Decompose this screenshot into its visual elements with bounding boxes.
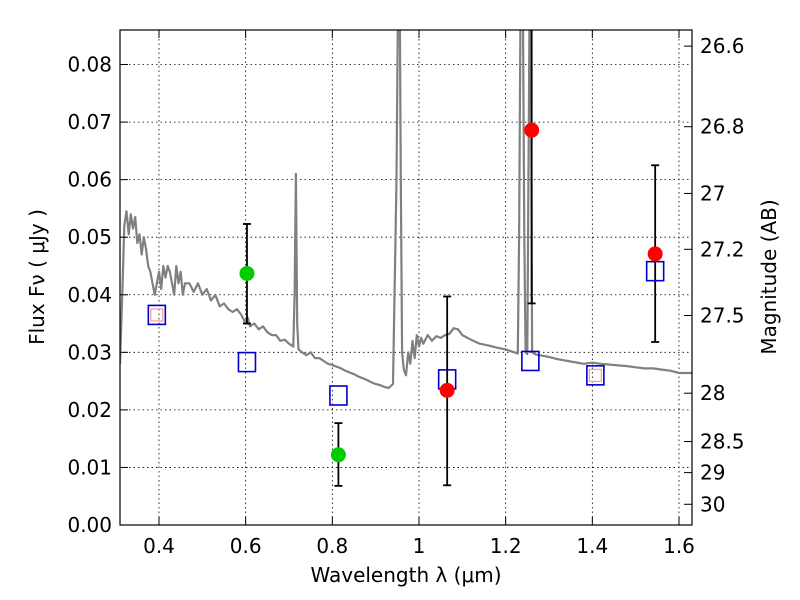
y-tick-label-7: 0.07 [67, 110, 112, 134]
y-axis-label: Flux Fν ( μJy ) [25, 209, 49, 345]
model-photometry-layer [147, 260, 665, 406]
observed-point-green-0 [239, 265, 255, 281]
observed-point-red-2 [439, 382, 455, 398]
x-tick-label-3: 1 [413, 534, 426, 558]
model-photometry-box-2 [329, 385, 348, 406]
y-tick-label-2: 0.02 [67, 398, 112, 422]
observed-point-green-1 [330, 447, 346, 463]
model-box-inner-5 [588, 368, 602, 382]
right-tick-label-4: 27.5 [700, 303, 745, 327]
model-photometry-box-1 [237, 351, 257, 373]
model-photometry-box-5 [586, 365, 605, 386]
x-tick-label-1: 0.6 [230, 534, 262, 558]
model-box-inner-0 [150, 308, 164, 322]
right-axis-ticks: 26.6 26.8 27 27.2 27.5 28 28.5 29 30 [684, 34, 745, 516]
right-tick-label-6: 28.5 [700, 430, 745, 454]
y-tick-label-3: 0.03 [67, 340, 112, 364]
model-photometry-box-4 [521, 350, 540, 372]
model-photometry-box-0 [147, 304, 167, 326]
x-tick-label-6: 1.6 [663, 534, 695, 558]
observed-point-red-3 [524, 122, 540, 138]
model-spectrum-layer [120, 30, 692, 390]
observed-points-layer [239, 122, 663, 463]
y-tick-label-1: 0.01 [67, 455, 112, 479]
model-photometry-box-6 [645, 260, 665, 282]
right-tick-label-0: 26.6 [700, 34, 745, 58]
right-tick-label-5: 28 [700, 381, 725, 405]
x-tick-label-2: 0.8 [316, 534, 348, 558]
model-spectrum-line [120, 30, 692, 390]
y-tick-label-8: 0.08 [67, 53, 112, 77]
right-tick-label-1: 26.8 [700, 115, 745, 139]
x-axis-label: Wavelength λ (μm) [310, 563, 501, 587]
right-tick-label-2: 27 [700, 181, 725, 205]
y-tick-label-4: 0.04 [67, 283, 112, 307]
y-axis-ticks: 0.00 0.01 0.02 0.03 0.04 0.05 0.06 0.07 0.08 [67, 53, 128, 537]
plot-frame [119, 29, 693, 526]
x-tick-label-5: 1.4 [576, 534, 608, 558]
observed-point-red-4 [647, 246, 663, 262]
y-tick-label-5: 0.05 [67, 225, 112, 249]
plot-background [120, 30, 692, 525]
y-tick-label-6: 0.06 [67, 168, 112, 192]
right-tick-label-3: 27.2 [700, 237, 745, 261]
y-tick-label-0: 0.00 [67, 513, 112, 537]
x-tick-label-0: 0.4 [143, 534, 175, 558]
right-tick-label-7: 29 [700, 461, 725, 485]
right-tick-label-8: 30 [700, 492, 725, 516]
right-axis-label: Magnitude (AB) [757, 199, 781, 354]
x-axis-ticks: 0.4 0.6 0.8 1 1.2 1.4 1.6 [143, 30, 695, 558]
x-tick-label-4: 1.2 [490, 534, 522, 558]
